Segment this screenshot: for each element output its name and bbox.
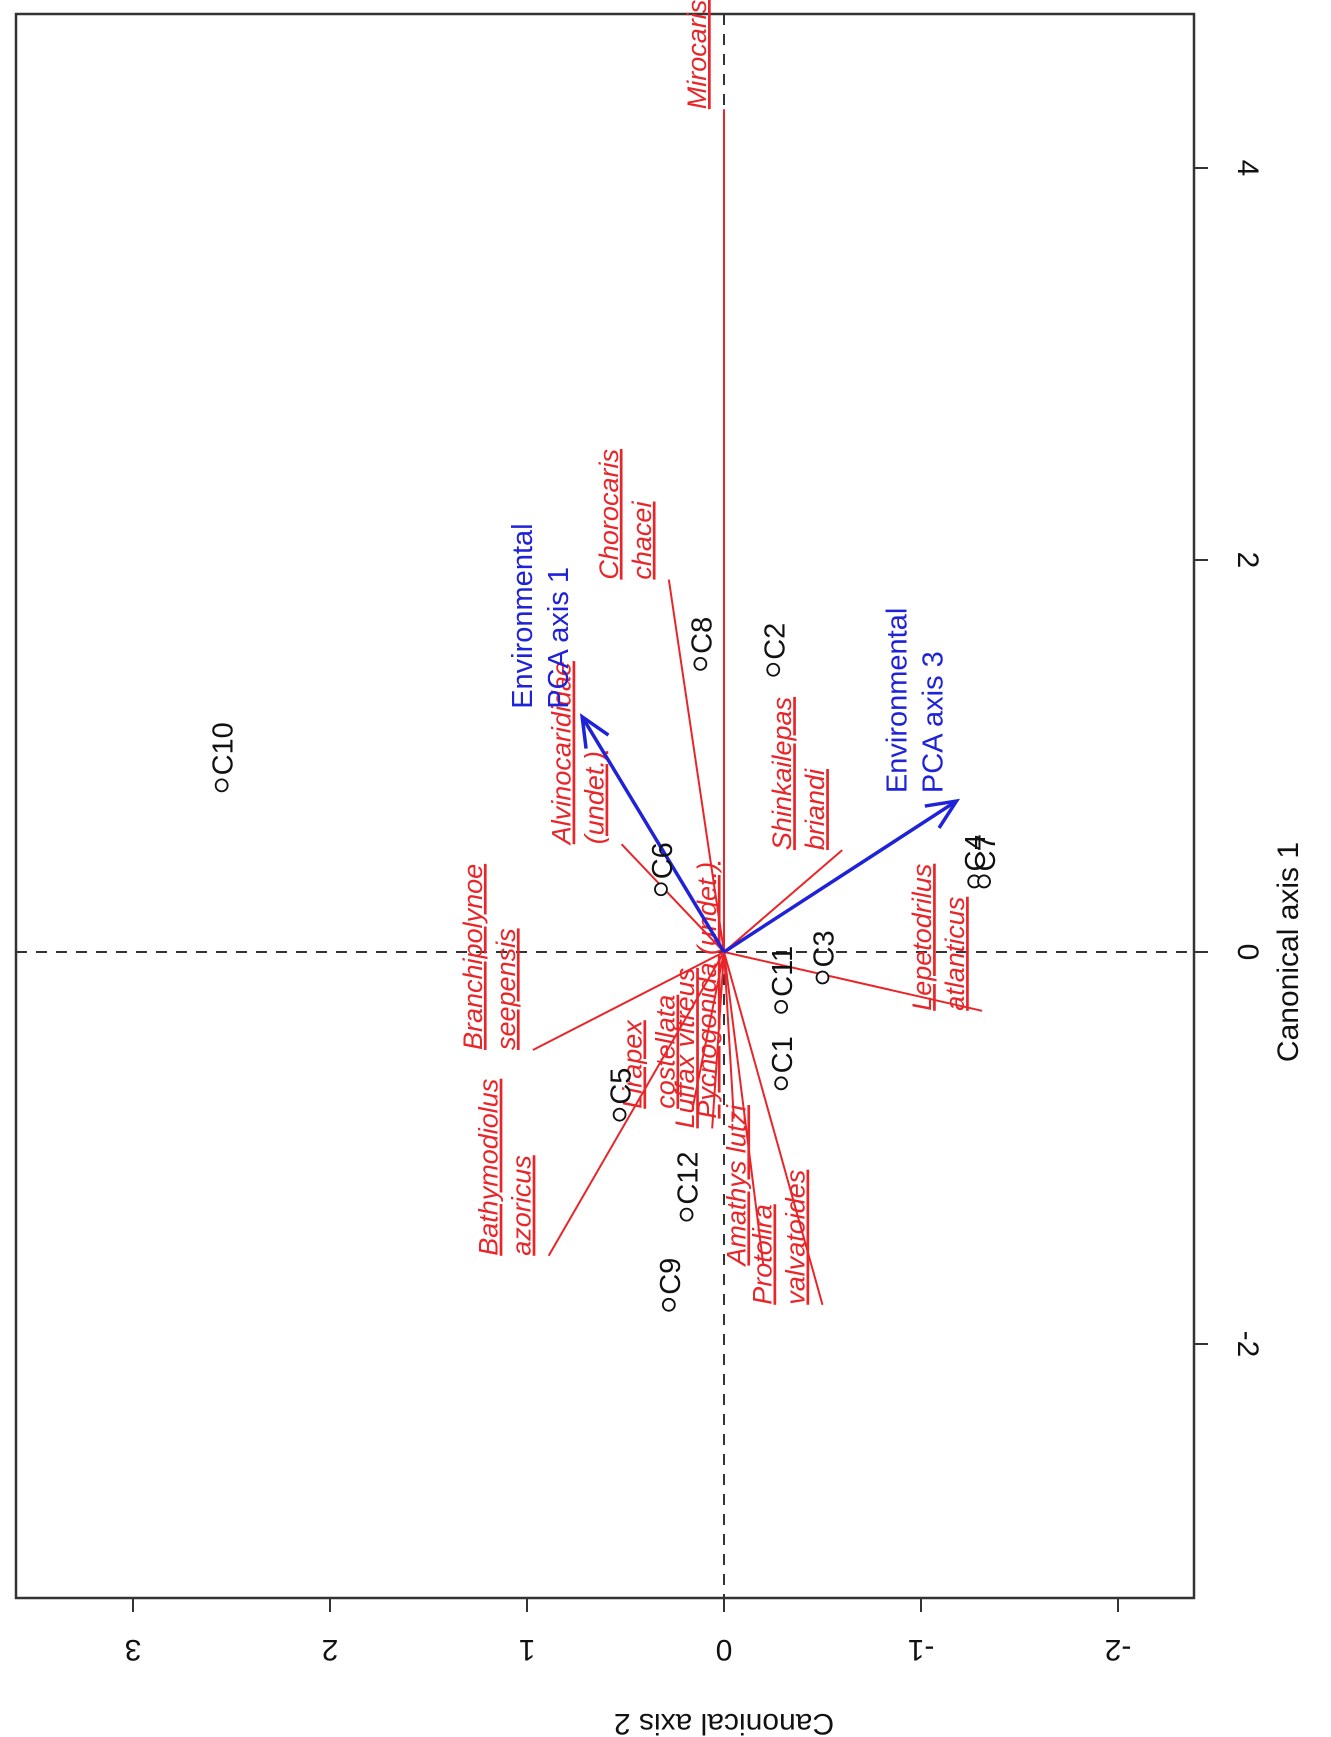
species-label-line: Protolira xyxy=(748,1204,778,1305)
species-label-line: Luffax vitreus xyxy=(670,968,700,1129)
environment-label: Environmental PCA axis 3 xyxy=(881,608,949,793)
species-label: Branchipolynoe seepensis xyxy=(458,864,521,1050)
species-label-line: Chorocaris xyxy=(594,449,624,580)
species-label-line: Lepetodrilus xyxy=(907,864,937,1011)
site-label: C5 xyxy=(606,1068,638,1105)
species-vector xyxy=(691,951,725,1109)
species-label: Bathymodiolus azoricus xyxy=(474,1079,537,1256)
species-label-line: (undet.) xyxy=(580,751,610,844)
species-label-line: Lirapex xyxy=(617,1019,647,1109)
species-label: Chorocaris chacei xyxy=(594,449,657,580)
species-label: Alvinocarididae (undet.) xyxy=(547,661,610,846)
species-label-line: Alvinocarididae xyxy=(547,661,577,846)
site-point xyxy=(679,1207,694,1222)
site-label: C3 xyxy=(809,930,841,967)
environmental-vectors: Environmental PCA axis 1 Environmental PCA … xyxy=(507,523,961,954)
species-vector xyxy=(723,849,843,953)
y-axis-ticks: -2 -1 0 1 2 3 xyxy=(125,1598,1132,1666)
species-vector xyxy=(723,951,824,1306)
species-vector xyxy=(667,579,725,953)
site-label: C4 xyxy=(960,834,992,871)
site-label: C2 xyxy=(759,623,791,660)
site-point xyxy=(661,1297,676,1312)
species-label-line: Bathymodiolus xyxy=(474,1079,504,1256)
species-label: Shinkailepas briandi xyxy=(767,697,830,850)
y-tick-label: 1 xyxy=(519,1633,536,1666)
species-label-line: Mirocaris fortunata xyxy=(682,0,712,109)
y-tick-label: 3 xyxy=(125,1633,142,1666)
environment-label-line: PCA axis 1 xyxy=(543,567,575,709)
y-tick-label: 2 xyxy=(322,1633,339,1666)
species-vector xyxy=(723,951,765,1266)
x-tick-label: 0 xyxy=(1231,944,1264,961)
species-vector xyxy=(723,951,735,1119)
site-label: C7 xyxy=(970,834,1002,871)
species-label-line: valvatoides xyxy=(781,1170,811,1305)
species-label-line: Branchipolynoe xyxy=(458,864,488,1050)
site-label: C8 xyxy=(686,617,718,654)
species-label: Luffax vitreus xyxy=(670,968,700,1129)
species-label-line: atlanticus xyxy=(940,897,970,1011)
species-label-line: costellata xyxy=(650,995,680,1109)
species-vector xyxy=(723,951,983,1012)
species-vector xyxy=(620,843,725,953)
site-label: C10 xyxy=(208,722,240,775)
species-label: Pycnogonida (undet.) xyxy=(692,862,722,1119)
species-label-line: seepensis xyxy=(491,928,521,1050)
x-axis-title: Canonical axis 1 xyxy=(1272,842,1305,1062)
species-label: Protolira valvatoides xyxy=(748,1170,811,1305)
species-label-line: Pycnogonida (undet.) xyxy=(692,862,722,1119)
environment-arrowhead xyxy=(579,713,610,749)
y-tick-label: -2 xyxy=(1105,1633,1132,1666)
species-label-line: chacei xyxy=(627,501,657,580)
environment-vector xyxy=(723,799,958,954)
site-point xyxy=(977,874,991,889)
site-point xyxy=(766,662,781,677)
site-label: C1 xyxy=(767,1036,799,1073)
species-label: Amathys lutzi xyxy=(721,1104,751,1268)
environment-vector xyxy=(580,715,726,953)
environment-label-line: Environmental xyxy=(881,608,913,793)
site-label: C9 xyxy=(655,1258,687,1295)
species-label-line: Amathys lutzi xyxy=(721,1104,751,1268)
species-label: Lepetodrilus atlanticus xyxy=(907,864,970,1011)
species-vector xyxy=(532,951,725,1051)
environment-label-line: Environmental xyxy=(507,523,539,708)
species-label: Lirapex costellata xyxy=(617,995,680,1109)
species-label-line: briandi xyxy=(800,768,830,850)
species-label-line: azoricus xyxy=(507,1155,537,1256)
site-point xyxy=(815,970,830,985)
environment-label: Environmental PCA axis 1 xyxy=(507,523,575,708)
site-point xyxy=(774,999,789,1014)
plot-frame xyxy=(14,12,1196,1600)
site-label: C12 xyxy=(673,1151,705,1204)
species-vector xyxy=(711,951,725,1129)
site-point xyxy=(612,1107,627,1122)
species-label: Mirocaris fortunata xyxy=(682,0,712,109)
site-point xyxy=(214,778,229,793)
x-axis-ticks: -2 0 2 4 xyxy=(1194,160,1264,1358)
x-tick-label: 2 xyxy=(1231,552,1264,569)
site-point xyxy=(693,656,708,671)
species-vector xyxy=(547,951,725,1257)
species-label-line: Shinkailepas xyxy=(767,697,797,850)
y-tick-label: 0 xyxy=(716,1633,733,1666)
site-label: C11 xyxy=(767,946,799,997)
site-point xyxy=(654,882,668,897)
environment-arrowhead xyxy=(924,798,961,829)
x-tick-label: -2 xyxy=(1231,1331,1264,1358)
site-point xyxy=(774,1076,789,1091)
environment-label-line: PCA axis 3 xyxy=(917,651,949,793)
y-tick-label: -1 xyxy=(908,1633,935,1666)
site-label: C6 xyxy=(647,842,679,879)
x-tick-label: 4 xyxy=(1231,160,1264,177)
y-axis-title: Canonical axis 2 xyxy=(614,1707,834,1737)
